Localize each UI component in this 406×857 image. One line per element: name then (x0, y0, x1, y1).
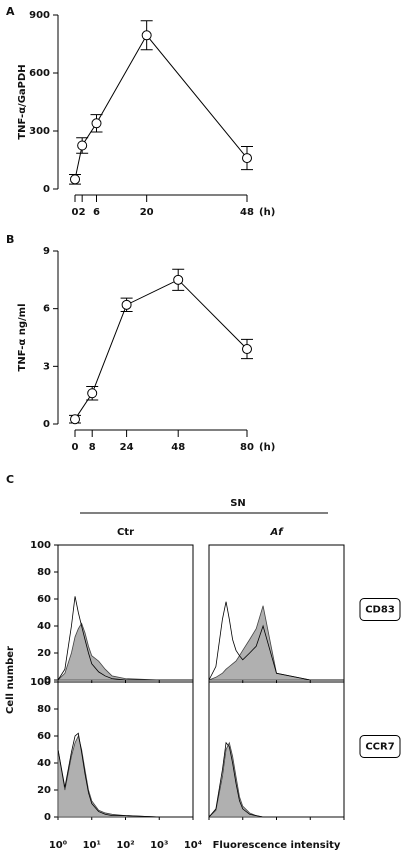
row-label-box (359, 598, 401, 621)
histogram-area (208, 741, 344, 818)
y-tick-label: 0 (43, 419, 50, 430)
x-tick-label: 10¹ (83, 840, 101, 851)
y-axis-label: TNF-α/GaPDH (17, 64, 28, 139)
x-tick-label: 0 (72, 442, 79, 453)
x-tick-label: 48 (171, 442, 185, 453)
y-axis-label: Cell number (5, 646, 16, 714)
column-label: Af (269, 527, 284, 538)
x-tick-label: 80 (240, 442, 254, 453)
y-tick-label: 100 (30, 677, 51, 688)
y-tick-label: 60 (37, 731, 51, 742)
x-tick-label: 24 (120, 442, 134, 453)
x-tick-label: 6 (93, 207, 100, 218)
histogram-area (57, 734, 193, 818)
x-unit: (h) (259, 207, 275, 218)
x-tick-label: 20 (140, 207, 154, 218)
y-tick-label: 100 (30, 540, 51, 551)
y-tick-label: 600 (29, 68, 50, 79)
histogram-area (57, 622, 193, 681)
data-point (87, 388, 98, 399)
x-tick-label: 8 (89, 442, 96, 453)
y-tick-label: 0 (44, 812, 51, 823)
x-tick-label: 10⁴ (184, 840, 202, 851)
y-tick-label: 40 (37, 621, 51, 632)
data-point (141, 30, 152, 41)
row-label: CCR7 (365, 742, 394, 753)
x-axis-label: Fluorescence intensity (213, 840, 341, 851)
y-tick-label: 0 (43, 184, 50, 195)
data-point (121, 299, 132, 310)
y-tick-label: 3 (43, 361, 50, 372)
data-point (242, 344, 252, 355)
data-point (173, 274, 184, 285)
data-point (70, 174, 80, 185)
y-axis-label: TNF-α ng/ml (17, 304, 28, 372)
x-tick-label: 0 (72, 207, 79, 218)
data-point (70, 414, 80, 425)
y-tick-label: 0 (44, 675, 51, 686)
histogram-line (57, 596, 193, 681)
x-tick-label: 48 (240, 207, 254, 218)
histogram-frame (208, 544, 345, 681)
data-line (74, 279, 248, 420)
panel-label: A (6, 5, 15, 18)
panel-label: B (6, 233, 14, 246)
x-tick-label: 10³ (150, 840, 168, 851)
data-point (91, 118, 102, 129)
histogram-line (208, 601, 344, 681)
panel-label: C (6, 473, 14, 486)
y-tick-label: 9 (43, 246, 50, 257)
y-tick-label: 20 (37, 648, 51, 659)
y-tick-label: 40 (37, 758, 51, 769)
row-label-box (359, 735, 401, 758)
x-tick-label: 10² (116, 840, 134, 851)
y-tick-label: 20 (37, 785, 51, 796)
x-unit: (h) (259, 442, 275, 453)
y-tick-label: 300 (29, 126, 50, 137)
y-tick-label: 60 (37, 594, 51, 605)
y-tick-label: 900 (29, 10, 50, 21)
row-label: CD83 (365, 605, 395, 616)
y-tick-label: 80 (37, 567, 51, 578)
y-tick-label: 6 (43, 304, 50, 315)
histogram-line (208, 741, 344, 818)
histogram-line (57, 732, 193, 818)
header: SN (230, 498, 246, 509)
data-point (77, 140, 88, 151)
x-tick-label: 2 (79, 207, 86, 218)
column-label: Ctr (117, 527, 134, 538)
y-tick-label: 80 (37, 704, 51, 715)
data-line (74, 34, 248, 180)
data-point (242, 153, 252, 164)
x-tick-label: 10⁰ (49, 840, 67, 851)
